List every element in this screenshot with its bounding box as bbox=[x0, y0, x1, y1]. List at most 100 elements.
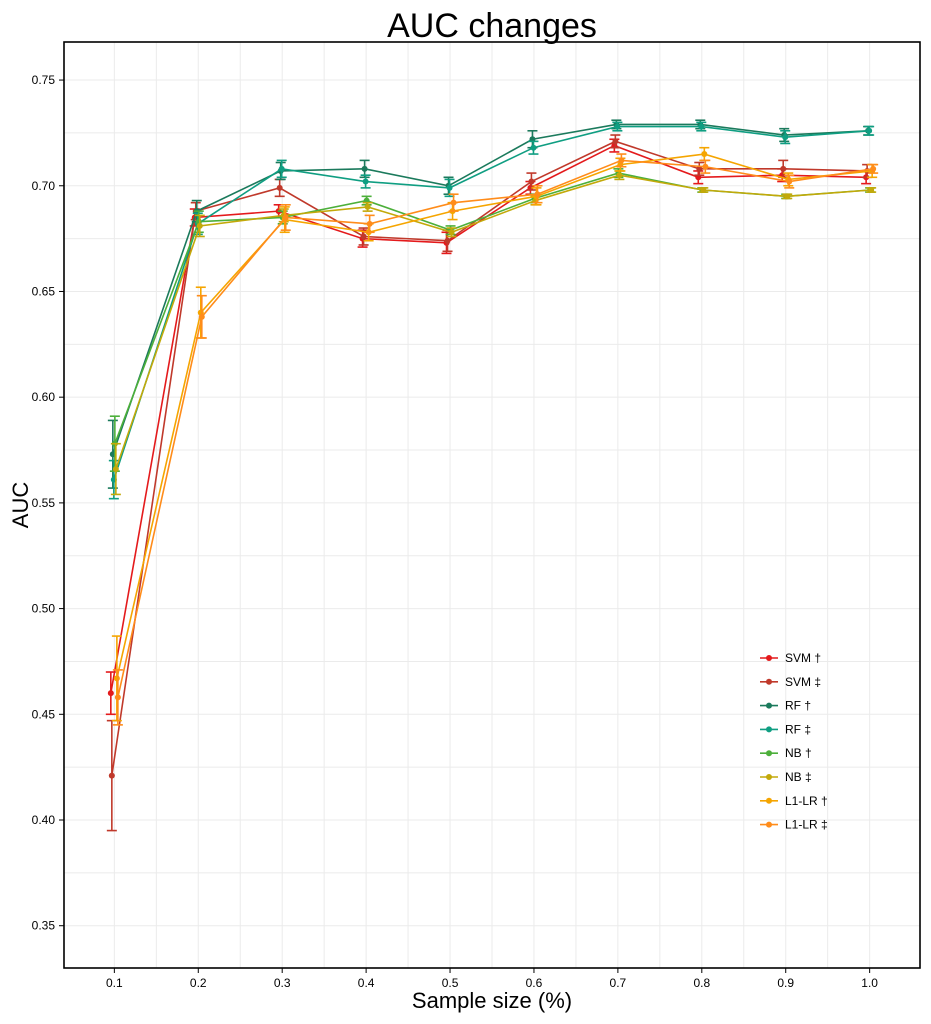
data-point-6-0 bbox=[113, 675, 120, 682]
x-tick-label-8: 0.9 bbox=[777, 976, 794, 990]
series-0 bbox=[105, 138, 872, 716]
axis-layer: 0.1 0.2 0.3 0.4 0.5 0.6 0.7 0.8 0.9 1.0 0.35 0.40 0.… bbox=[32, 73, 879, 990]
data-point-1-2 bbox=[276, 184, 283, 191]
legend-label-3: RF ‡ bbox=[785, 722, 811, 736]
data-point-1-5 bbox=[528, 178, 535, 185]
plot-frame bbox=[63, 41, 921, 969]
y-tick-label-5: 0.60 bbox=[32, 390, 56, 404]
data-point-7-7 bbox=[702, 163, 709, 170]
data-point-3-5 bbox=[530, 144, 537, 151]
data-point-2-3 bbox=[361, 165, 368, 172]
y-axis-label: AUC bbox=[8, 482, 33, 529]
legend-item-4: NB † bbox=[760, 746, 812, 760]
data-point-7-8 bbox=[786, 178, 793, 185]
series-3 bbox=[108, 121, 875, 500]
x-tick-label-9: 1.0 bbox=[861, 976, 878, 990]
data-point-5-8 bbox=[784, 193, 791, 200]
legend-label-6: L1-LR † bbox=[785, 794, 828, 808]
series-line-0 bbox=[110, 144, 867, 694]
legend-label-4: NB † bbox=[785, 746, 812, 760]
x-tick-label-7: 0.8 bbox=[693, 976, 710, 990]
series-line-5 bbox=[115, 174, 872, 470]
series-6 bbox=[111, 146, 878, 722]
series-5 bbox=[110, 170, 877, 496]
legend-label-7: L1-LR ‡ bbox=[785, 818, 828, 832]
series-line-1 bbox=[111, 140, 868, 776]
x-tick-label-4: 0.5 bbox=[442, 976, 459, 990]
data-point-7-3 bbox=[366, 220, 373, 227]
legend-swatch-dot-3 bbox=[766, 726, 772, 733]
series-4 bbox=[109, 168, 876, 472]
x-tick-label-2: 0.3 bbox=[274, 976, 291, 990]
series-line-2 bbox=[112, 123, 869, 455]
series-7 bbox=[112, 153, 879, 726]
x-tick-label-0: 0.1 bbox=[106, 976, 123, 990]
x-tick-label-6: 0.7 bbox=[610, 976, 627, 990]
y-tick-label-8: 0.75 bbox=[32, 73, 56, 87]
series-1 bbox=[106, 134, 873, 832]
y-tick-label-2: 0.45 bbox=[32, 707, 56, 721]
data-point-7-0 bbox=[114, 694, 121, 701]
legend-swatch-dot-5 bbox=[766, 774, 772, 780]
data-point-3-4 bbox=[446, 184, 453, 191]
data-point-7-1 bbox=[198, 313, 205, 320]
legend-swatch-dot-2 bbox=[766, 702, 772, 709]
data-point-7-4 bbox=[450, 199, 457, 206]
data-point-3-3 bbox=[362, 178, 369, 185]
legend-swatch-dot-1 bbox=[766, 678, 772, 685]
chart-title: AUC changes bbox=[387, 7, 597, 45]
y-tick-label-3: 0.50 bbox=[32, 602, 56, 616]
y-tick-label-0: 0.35 bbox=[32, 919, 56, 933]
data-point-3-7 bbox=[698, 123, 705, 130]
data-point-6-7 bbox=[701, 151, 708, 158]
series-line-4 bbox=[114, 172, 871, 444]
series-layer bbox=[105, 119, 879, 832]
series-line-7 bbox=[117, 159, 874, 698]
data-point-7-5 bbox=[534, 191, 541, 198]
data-point-5-0 bbox=[112, 466, 119, 473]
legend-label-2: RF † bbox=[785, 699, 811, 713]
legend-item-7: L1-LR ‡ bbox=[760, 818, 828, 832]
data-point-7-9 bbox=[870, 165, 877, 172]
legend-label-5: NB ‡ bbox=[785, 770, 812, 784]
y-tick-label-1: 0.40 bbox=[32, 813, 56, 827]
legend-swatch-dot-0 bbox=[766, 655, 772, 661]
data-point-5-4 bbox=[448, 229, 455, 236]
series-line-3 bbox=[113, 125, 870, 480]
legend-item-2: RF † bbox=[760, 699, 811, 713]
data-point-5-7 bbox=[700, 186, 707, 193]
data-point-3-9 bbox=[866, 127, 873, 134]
x-axis-label: Sample size (%) bbox=[412, 988, 572, 1013]
data-point-3-8 bbox=[782, 134, 789, 141]
data-point-5-1 bbox=[196, 222, 203, 229]
data-point-5-3 bbox=[364, 203, 371, 210]
x-tick-label-3: 0.4 bbox=[358, 976, 375, 990]
legend-swatch-dot-4 bbox=[766, 750, 772, 757]
data-point-5-6 bbox=[616, 172, 623, 179]
data-point-1-3 bbox=[360, 233, 367, 240]
series-line-6 bbox=[116, 153, 873, 679]
data-point-5-9 bbox=[868, 186, 875, 193]
data-point-1-7 bbox=[696, 165, 703, 172]
y-tick-label-7: 0.70 bbox=[32, 179, 56, 193]
data-point-1-0 bbox=[108, 772, 115, 779]
legend-item-6: L1-LR † bbox=[760, 794, 828, 808]
legend-swatch-dot-7 bbox=[766, 821, 772, 828]
data-point-1-4 bbox=[444, 237, 451, 244]
legend-item-5: NB ‡ bbox=[760, 770, 812, 784]
data-point-3-2 bbox=[278, 165, 285, 172]
data-point-1-8 bbox=[780, 165, 787, 172]
x-tick-label-1: 0.2 bbox=[190, 976, 207, 990]
y-tick-label-6: 0.65 bbox=[32, 284, 56, 298]
legend-item-1: SVM ‡ bbox=[760, 675, 821, 689]
data-point-7-2 bbox=[282, 214, 289, 221]
legend-item-0: SVM † bbox=[760, 651, 821, 665]
legend-swatch-dot-6 bbox=[766, 797, 772, 804]
legend-label-0: SVM † bbox=[785, 651, 821, 665]
y-tick-label-4: 0.55 bbox=[32, 496, 56, 510]
data-point-0-0 bbox=[107, 690, 114, 697]
legend-item-3: RF ‡ bbox=[760, 722, 811, 736]
data-point-3-6 bbox=[614, 123, 621, 130]
legend-label-1: SVM ‡ bbox=[785, 675, 821, 689]
